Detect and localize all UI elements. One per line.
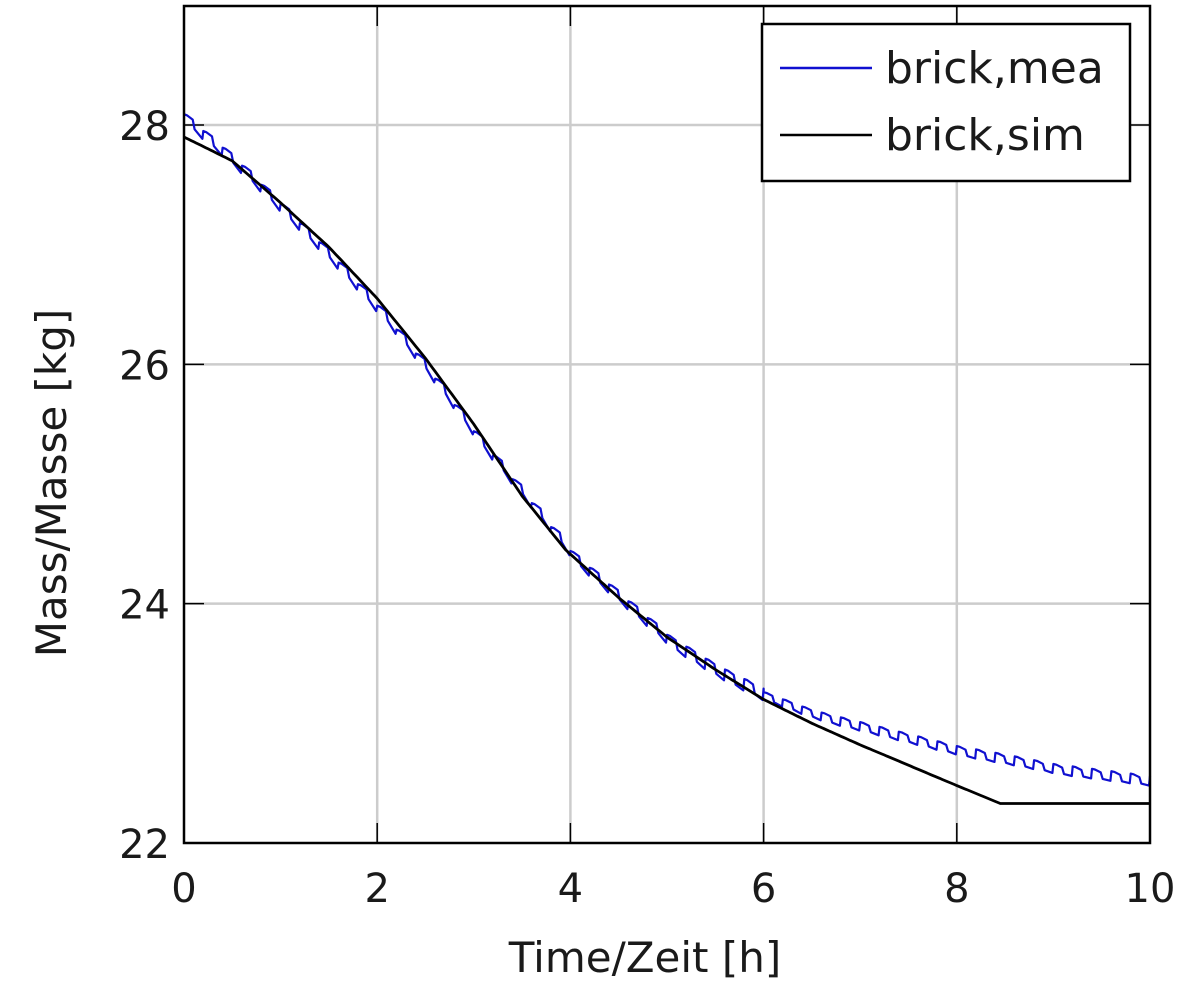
legend-label-sim: brick,sim <box>885 110 1085 161</box>
plot-frame <box>182 4 1152 845</box>
axis-ticks <box>184 6 1150 843</box>
y-tick-label: 24 <box>119 583 170 629</box>
y-tick-label: 28 <box>119 104 170 150</box>
x-tick-label: 2 <box>364 866 389 912</box>
x-tick-label: 6 <box>751 866 776 912</box>
legend: brick,mea brick,sim <box>760 22 1132 183</box>
x-tick-label: 10 <box>1125 866 1176 912</box>
series-brick-sim <box>183 135 1150 805</box>
data-series <box>183 113 1152 805</box>
y-axis-label: Mass/Masse [kg] <box>27 309 76 658</box>
x-tick-label: 4 <box>558 866 583 912</box>
x-axis-label: Time/Zeit [h] <box>508 933 781 982</box>
y-tick-labels: 22 24 26 28 <box>119 104 170 868</box>
x-tick-label: 0 <box>171 866 196 912</box>
y-tick-label: 22 <box>119 822 170 868</box>
x-tick-labels: 0 2 4 6 8 10 <box>171 866 1175 912</box>
legend-label-mea: brick,mea <box>885 43 1104 94</box>
series-brick-mea <box>183 113 1152 787</box>
y-tick-label: 26 <box>119 343 170 389</box>
x-tick-label: 8 <box>944 866 969 912</box>
legend-box <box>760 22 1132 183</box>
